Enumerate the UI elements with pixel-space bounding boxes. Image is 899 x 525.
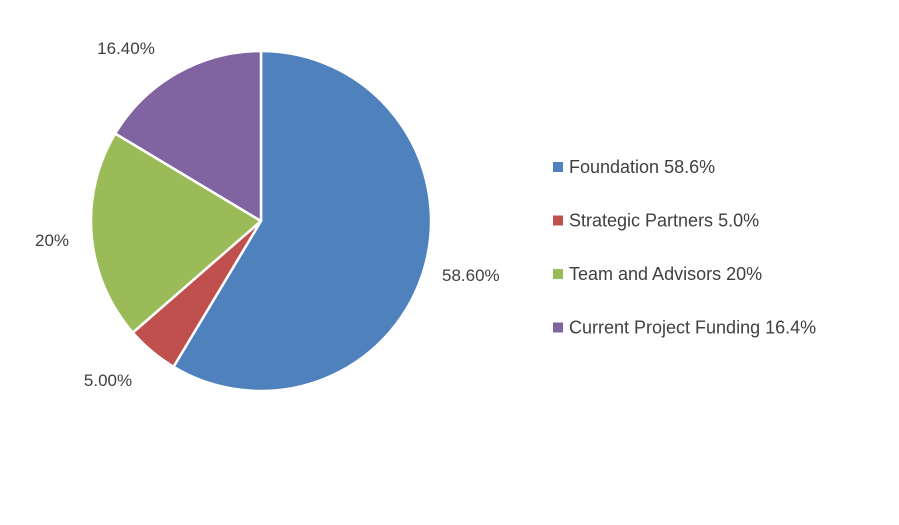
legend-label: Current Project Funding 16.4% [569,318,816,338]
data-label-strategic-partners: 5.00% [84,371,132,390]
legend-label: Foundation 58.6% [569,157,715,177]
data-label-foundation: 58.60% [442,266,500,285]
legend-swatch [553,322,563,333]
legend-swatch [553,162,563,172]
pie-slice-team-and-advisors [89,132,263,334]
pie-slice-foundation [172,49,433,393]
pie-slices [89,49,433,393]
legend-item-foundation: Foundation 58.6% [553,157,715,177]
chart-legend: Foundation 58.6% Strategic Partners 5.0% T… [553,157,816,338]
legend-label: Team and Advisors 20% [569,264,762,284]
legend-item-strategic-partners: Strategic Partners 5.0% [553,211,759,231]
legend-item-current-project-funding: Current Project Funding 16.4% [553,318,816,338]
legend-label: Strategic Partners 5.0% [569,211,759,231]
legend-item-team-and-advisors: Team and Advisors 20% [553,264,762,284]
data-label-team-and-advisors: 20% [35,231,69,250]
data-label-current-project-funding: 16.40% [97,39,155,58]
pie-data-labels: 58.60% 5.00% 20% 16.40% [35,39,500,390]
pie-slice-current-project-funding [113,49,263,223]
legend-swatch [553,215,563,226]
legend-swatch [553,269,563,279]
